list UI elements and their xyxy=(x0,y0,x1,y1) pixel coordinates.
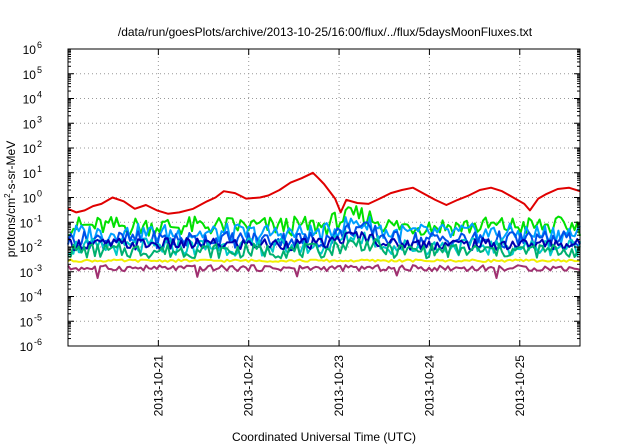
y-tick-label: 10-2 xyxy=(20,238,42,255)
y-tick-label: 10-1 xyxy=(20,213,42,230)
grid-lines xyxy=(68,49,580,346)
y-axis-ticks: 10-6 10-5 10-4 10-3 10-2 10-1 100 101 102 103 104 1… xyxy=(20,40,580,354)
series-line xyxy=(67,231,581,252)
x-tick-label: 2013-10-25 xyxy=(513,355,527,417)
y-tick-label: 106 xyxy=(23,40,42,57)
y-tick-label: 102 xyxy=(23,139,42,156)
x-axis-ticks: 2013-10-21 2013-10-22 2013-10-23 2013-10-24… xyxy=(151,49,527,417)
data-series xyxy=(67,171,581,279)
y-tick-label: 10-6 xyxy=(20,337,42,354)
y-tick-label: 104 xyxy=(23,90,42,107)
x-axis-label: Coordinated Universal Time (UTC) xyxy=(232,430,416,444)
y-tick-label: 103 xyxy=(23,114,42,131)
y-tick-label: 10-4 xyxy=(20,288,42,305)
y-tick-label: 100 xyxy=(23,189,42,206)
x-tick-label: 2013-10-23 xyxy=(332,355,346,417)
y-axis-label: protons/cm2-s-sr-MeV xyxy=(3,141,18,257)
x-tick-label: 2013-10-24 xyxy=(422,355,436,417)
series-line xyxy=(67,258,581,263)
series-line xyxy=(67,237,581,260)
y-tick-label: 10-3 xyxy=(20,263,42,280)
x-tick-label: 2013-10-22 xyxy=(242,355,256,417)
series-line xyxy=(67,171,581,215)
y-tick-label: 105 xyxy=(23,65,42,82)
y-tick-label: 10-5 xyxy=(20,312,42,329)
series-line xyxy=(67,264,581,279)
x-tick-label: 2013-10-21 xyxy=(151,355,165,417)
chart-title: /data/run/goesPlots/archive/2013-10-25/1… xyxy=(118,25,533,39)
y-tick-label: 101 xyxy=(23,164,42,181)
